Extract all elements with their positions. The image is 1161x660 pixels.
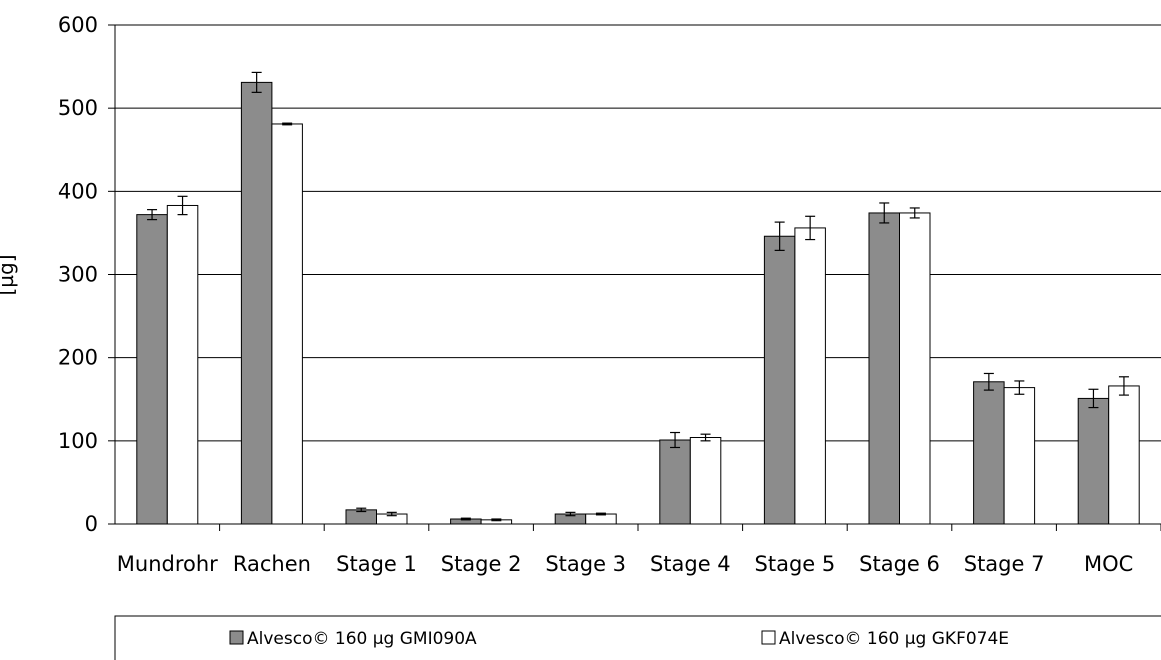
bar: [899, 212, 931, 525]
x-category-label: Mundrohr: [117, 552, 218, 576]
x-category-label: Stage 1: [336, 552, 417, 576]
x-category-label: Stage 2: [441, 552, 522, 576]
bar: [1003, 387, 1036, 525]
y-tick-label: 100: [58, 429, 98, 453]
bar: [659, 439, 691, 525]
legend: Alvesco© 160 µg GMI090A Alvesco© 160 µg G…: [114, 615, 1161, 660]
y-tick-label: 300: [58, 263, 98, 287]
x-category-label: MOC: [1084, 552, 1133, 576]
y-tick-label: 200: [58, 346, 98, 370]
bar: [689, 437, 722, 525]
bar: [166, 204, 199, 525]
bars: [136, 81, 1140, 525]
x-category-label: Rachen: [233, 552, 311, 576]
x-category-label: Stage 4: [650, 552, 731, 576]
legend-frame: [114, 615, 1161, 660]
bar: [763, 235, 796, 525]
bar: [240, 81, 273, 525]
y-tick-label: 400: [58, 179, 98, 203]
legend-swatch: [761, 630, 776, 645]
x-category-labels: Mundrohr Rachen Stage 1 Stage 2 Stage 3 Stage…: [117, 552, 1134, 576]
error-bars: [147, 71, 1129, 522]
bar: [868, 212, 900, 525]
bar: [585, 513, 617, 525]
bar: [794, 227, 826, 525]
bar: [136, 214, 168, 525]
x-category-label: Stage 3: [545, 552, 626, 576]
y-axis-title: [µg]: [0, 254, 18, 295]
y-tick-label: 0: [85, 512, 98, 536]
legend-swatch: [229, 630, 244, 645]
axes: [108, 24, 1161, 531]
bar: [973, 381, 1005, 525]
bar: [271, 123, 303, 525]
legend-label: Alvesco© 160 µg GMI090A: [247, 629, 477, 649]
y-tick-label: 600: [58, 13, 98, 37]
x-category-label: Stage 6: [859, 552, 940, 576]
y-tick-labels: 0 100 200 300 400 500 600: [58, 13, 98, 536]
x-category-label: Stage 7: [964, 552, 1045, 576]
bar: [1077, 397, 1110, 525]
y-tick-label: 500: [58, 96, 98, 120]
bar: [1108, 385, 1140, 525]
x-category-label: Stage 5: [755, 552, 836, 576]
legend-label: Alvesco© 160 µg GKF074E: [779, 629, 1009, 649]
